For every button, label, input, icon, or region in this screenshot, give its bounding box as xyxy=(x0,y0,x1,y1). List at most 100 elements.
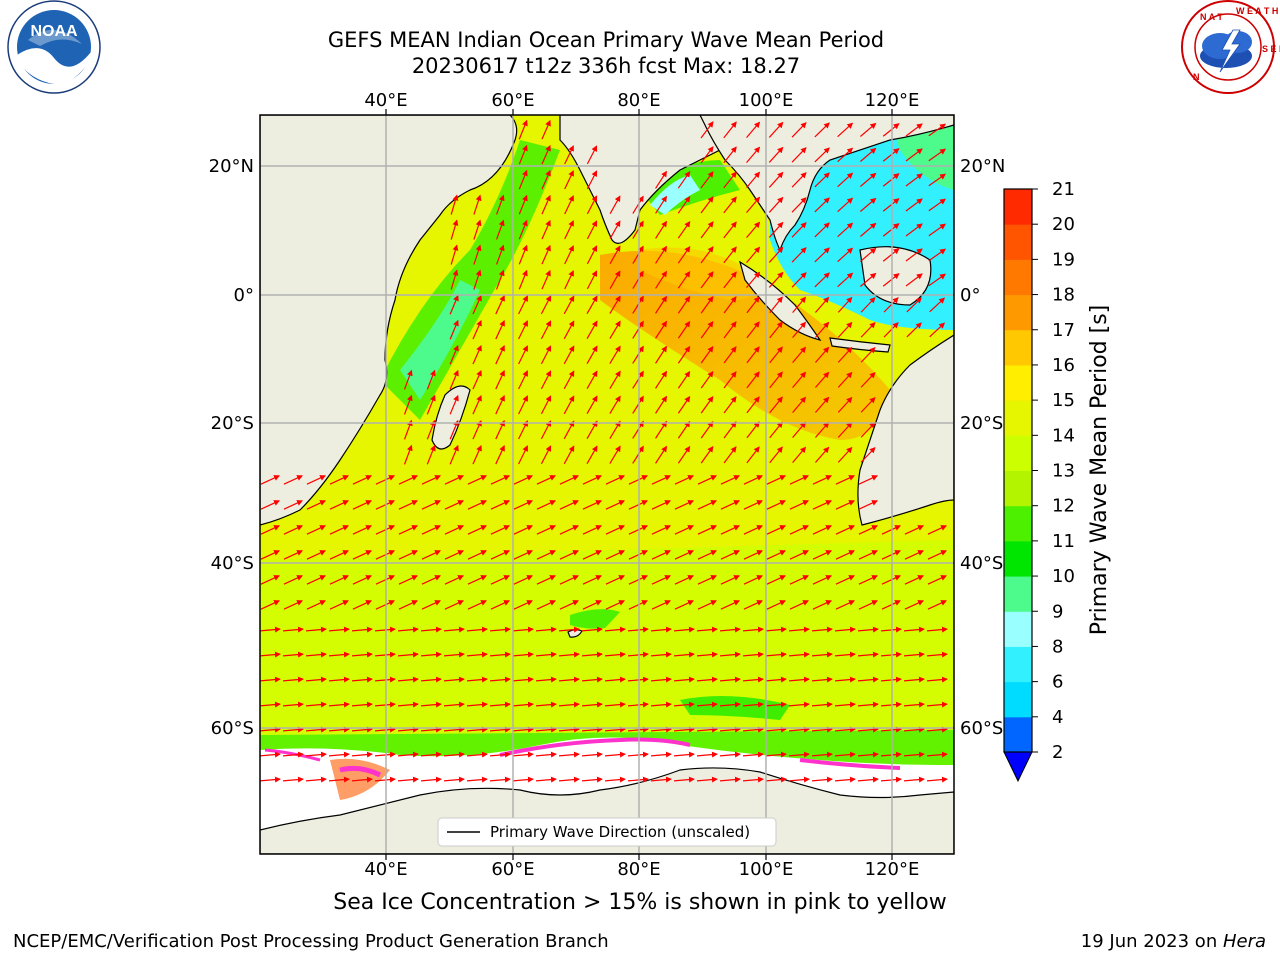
wave-arrow xyxy=(769,296,783,314)
wave-arrow xyxy=(282,751,304,758)
wave-arrow xyxy=(420,676,442,683)
lat-label-right: 20°N xyxy=(960,156,1005,177)
wave-arrow xyxy=(449,419,459,440)
wave-arrow xyxy=(466,726,488,733)
wave-arrow xyxy=(513,575,533,585)
wave-arrow xyxy=(632,195,644,214)
wave-arrow xyxy=(880,751,902,758)
wave-arrow xyxy=(655,245,667,264)
wave-arrow xyxy=(880,676,902,683)
wave-arrow xyxy=(351,626,373,633)
wave-arrow xyxy=(905,198,923,212)
wave-arrow xyxy=(674,575,694,585)
wave-arrow xyxy=(586,420,598,439)
wave-arrow xyxy=(609,420,621,439)
wave-arrow xyxy=(444,600,464,610)
wave-arrow xyxy=(720,600,740,610)
wave-arrow xyxy=(677,245,691,264)
wave-arrow xyxy=(743,475,763,485)
wave-arrow xyxy=(426,419,436,440)
wave-arrow xyxy=(443,751,465,758)
wave-arrow xyxy=(746,271,761,289)
wave-arrow xyxy=(518,194,528,215)
wave-arrow xyxy=(420,726,442,733)
wave-arrow xyxy=(650,626,672,633)
wave-arrow xyxy=(403,369,413,390)
colorbar-tick-label: 21 xyxy=(1052,179,1075,200)
wave-arrow xyxy=(880,776,902,783)
wave-arrow xyxy=(882,223,900,237)
antarctica-land xyxy=(260,767,954,854)
wave-arrow xyxy=(535,776,557,783)
wave-arrow xyxy=(743,525,763,535)
wave-arrow xyxy=(696,676,718,683)
wave-arrow xyxy=(673,776,695,783)
wave-arrow xyxy=(490,525,510,535)
wave-arrow xyxy=(677,395,691,414)
wave-arrow xyxy=(472,319,482,340)
wave-arrow xyxy=(260,475,280,485)
wave-arrow xyxy=(768,171,784,188)
wave-arrow xyxy=(650,651,672,658)
wave-arrow xyxy=(903,751,925,758)
wave-arrow xyxy=(627,626,649,633)
wave-arrow xyxy=(857,651,879,658)
wave-arrow xyxy=(882,148,900,162)
lon-label-top: 40°E xyxy=(364,90,407,111)
wave-arrow xyxy=(564,145,574,165)
lat-label-left: 20°N xyxy=(209,156,254,177)
wave-arrow xyxy=(857,626,879,633)
wave-arrow xyxy=(880,651,902,658)
wave-arrow xyxy=(512,626,534,633)
wave-arrow xyxy=(581,776,603,783)
wave-arrow xyxy=(609,370,621,389)
wave-arrow xyxy=(880,726,902,733)
wave-arrow xyxy=(858,475,878,485)
wave-arrow xyxy=(351,701,373,708)
wave-arrow xyxy=(837,296,853,313)
wave-arrow xyxy=(860,297,876,313)
wave-arrow xyxy=(374,751,396,758)
wave-arrow xyxy=(928,273,947,287)
wave-arrow xyxy=(283,500,303,510)
wave-arrow xyxy=(489,651,511,658)
wave-arrow xyxy=(564,170,574,190)
wave-arrow xyxy=(305,776,327,783)
colorbar-cell xyxy=(1004,646,1032,683)
wave-arrow xyxy=(628,575,648,585)
wave-arrow xyxy=(651,575,671,585)
wave-arrow xyxy=(723,171,737,189)
wave-arrow xyxy=(837,172,854,188)
wave-arrow xyxy=(860,347,876,363)
wave-arrow xyxy=(472,394,482,415)
wave-arrow xyxy=(812,600,832,610)
wave-arrow xyxy=(466,701,488,708)
wave-arrow xyxy=(443,651,465,658)
wave-arrow xyxy=(814,296,830,313)
wave-arrow xyxy=(812,575,832,585)
colorbar-tick-label: 17 xyxy=(1052,320,1075,341)
wave-arrow xyxy=(558,676,580,683)
wave-arrow xyxy=(719,726,741,733)
wave-arrow xyxy=(540,395,552,415)
wave-arrow xyxy=(768,271,784,288)
wave-arrow xyxy=(655,295,667,314)
wave-arrow xyxy=(582,525,602,535)
wave-arrow xyxy=(444,550,464,560)
wave-arrow xyxy=(628,600,648,610)
wave-arrow xyxy=(351,751,373,758)
wave-arrow xyxy=(835,575,855,585)
wave-arrow xyxy=(495,320,505,340)
wave-arrow xyxy=(398,550,418,560)
wave-arrow xyxy=(449,369,459,390)
wave-arrow xyxy=(837,197,854,213)
wave-arrow xyxy=(627,676,649,683)
colorbar-tick-label: 16 xyxy=(1052,355,1075,376)
wave-arrow xyxy=(449,344,459,365)
wave-arrow xyxy=(466,676,488,683)
wave-arrow xyxy=(723,296,737,314)
wave-arrow xyxy=(696,776,718,783)
wave-arrow xyxy=(305,676,327,683)
footer-date: 19 Jun 2023 on Hera xyxy=(1081,931,1266,952)
wave-arrow xyxy=(604,651,626,658)
